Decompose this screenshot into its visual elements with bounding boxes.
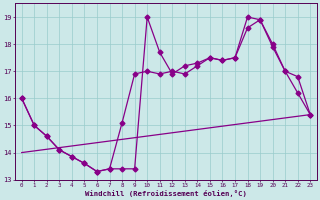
X-axis label: Windchill (Refroidissement éolien,°C): Windchill (Refroidissement éolien,°C) bbox=[85, 190, 247, 197]
